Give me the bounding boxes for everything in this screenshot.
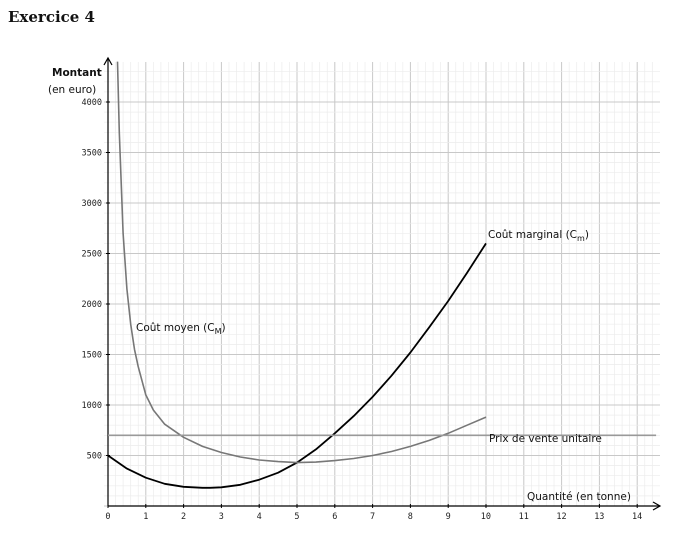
x-tick-label: 12 <box>556 512 566 522</box>
x-tick-label: 13 <box>594 512 604 522</box>
x-tick-label: 8 <box>408 512 413 522</box>
chart-labels: Montant (en euro) Quantité (en tonne) Co… <box>48 67 631 503</box>
x-tick-label: 10 <box>481 512 491 522</box>
x-axis-label: Quantité (en tonne) <box>527 491 631 503</box>
y-tick-label: 2000 <box>82 300 102 310</box>
marginal-cost-curve <box>107 242 487 489</box>
x-tick-label: 11 <box>519 512 529 522</box>
average-cost-label: Coût moyen (CM) <box>136 322 226 336</box>
unit-price-label: Prix de vente unitaire <box>489 433 602 445</box>
chart-axes <box>103 56 662 511</box>
x-tick-label: 7 <box>370 512 375 522</box>
x-tick-label: 1 <box>143 512 148 522</box>
y-axis-arrow <box>103 56 113 66</box>
y-tick-label: 1500 <box>82 351 102 361</box>
x-tick-label: 2 <box>181 512 186 522</box>
x-tick-label: 9 <box>446 512 451 522</box>
marginal-cost-label: Coût marginal (Cm) <box>488 229 589 243</box>
y-tick-label: 4000 <box>82 98 102 108</box>
x-tick-label: 6 <box>332 512 337 522</box>
x-tick-label: 5 <box>294 512 299 522</box>
y-tick-label: 3000 <box>82 199 102 209</box>
exercise-title: Exercice 4 <box>8 8 95 26</box>
x-tick-label: 4 <box>257 512 262 522</box>
y-tick-label: 2500 <box>82 250 102 260</box>
x-tick-label: 14 <box>632 512 642 522</box>
y-tick-label: 1000 <box>82 401 102 411</box>
chart-ticks: 0 1 2 3 4 5 6 7 8 9 10 11 12 13 1450010001500200025003… <box>82 98 643 522</box>
x-tick-label: 3 <box>219 512 224 522</box>
y-tick-label: 3500 <box>82 149 102 159</box>
average-cost-curve <box>116 61 487 464</box>
chart-series <box>107 61 657 489</box>
y-axis-label-line2: (en euro) <box>48 84 96 96</box>
y-axis-label-line1: Montant <box>52 67 102 79</box>
x-tick-label: 0 <box>105 512 110 522</box>
y-tick-label: 500 <box>87 452 102 462</box>
x-axis-arrow <box>652 501 662 511</box>
chart-grid <box>104 62 660 507</box>
